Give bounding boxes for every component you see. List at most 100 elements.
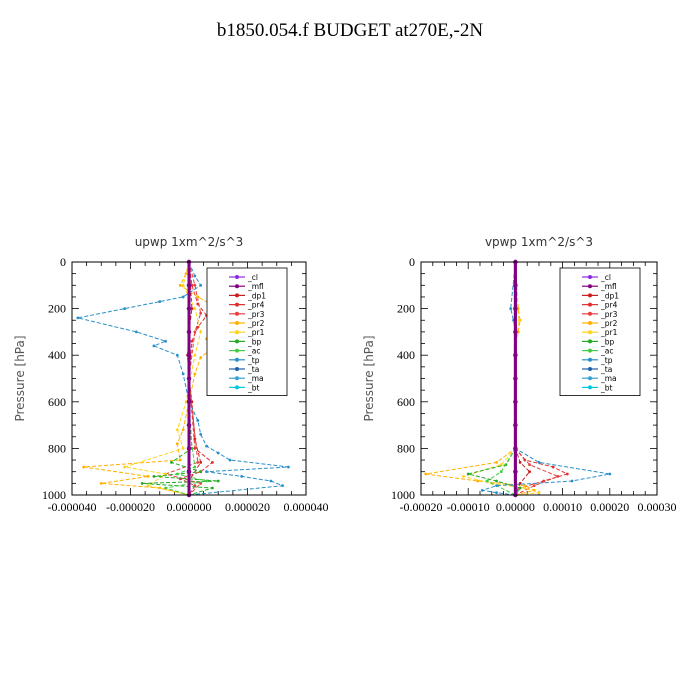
series-point-bp [466, 472, 470, 476]
x-tick-label: 0.00000 [496, 500, 535, 514]
series-point-pr4 [551, 465, 555, 469]
series-point-tp [205, 444, 208, 448]
series-point-pr3 [193, 330, 197, 334]
y-tick-label: 200 [48, 302, 66, 316]
legend-marker [235, 293, 239, 298]
series-point-pr1 [181, 447, 185, 450]
y-axis-label: Pressure [hPa] [13, 335, 27, 421]
series-point-pr3 [532, 484, 536, 488]
series-point-tp [181, 372, 185, 376]
series-point-pr2 [181, 428, 185, 432]
series-group [424, 259, 612, 498]
series-point-dp1 [518, 481, 522, 485]
series-point-mfl [513, 306, 518, 311]
legend-marker [235, 376, 239, 381]
legend-label: _cl [247, 273, 258, 282]
legend-label: _pr4 [600, 301, 618, 310]
y-tick-label: 0 [409, 255, 415, 269]
legend-marker [588, 275, 592, 279]
legend-marker [588, 302, 592, 307]
series-point-tp [287, 465, 290, 469]
legend-label: _mfl [247, 282, 264, 291]
series-point-mfl [186, 306, 192, 311]
legend-marker [235, 357, 239, 362]
series-point-tp [216, 451, 220, 455]
legend-label: _pr4 [247, 301, 265, 310]
page-title: b1850.054.f BUDGET at270E,-2N [216, 20, 484, 41]
y-tick-label: 800 [48, 441, 66, 455]
x-tick-label: -0.000020 [106, 500, 155, 514]
series-line-pr3 [514, 262, 560, 496]
series-point-pr2 [196, 295, 200, 299]
series-point-pr4 [193, 447, 197, 450]
series-point-mfl [186, 376, 192, 381]
legend-marker [235, 311, 239, 316]
series-line-pr4 [514, 262, 569, 496]
series-point-mfl [186, 422, 192, 428]
series-point-pr1 [462, 474, 465, 478]
y-tick-label: 600 [397, 395, 415, 409]
series-point-mfl [513, 329, 518, 335]
legend-marker [235, 284, 239, 289]
y-tick-label: 200 [397, 302, 415, 316]
series-point-mfl [513, 399, 518, 404]
series-point-mfl [513, 469, 518, 474]
series-point-pr1 [184, 400, 188, 404]
series-line-ac [486, 262, 516, 496]
series-line-pr2 [425, 261, 536, 496]
series-point-ac [205, 479, 208, 483]
series-point-pr1 [175, 428, 179, 432]
series-point-dp1 [190, 307, 194, 310]
legend-marker [588, 293, 592, 298]
legend-label: _mfl [600, 282, 617, 291]
legend: _cl_mfl_dp1_pr4_pr3_pr2_pr1_bp_ac_tp_ta_… [206, 267, 288, 396]
series-point-pr2 [178, 458, 182, 462]
chart-panel-vpwp: vpwp 1xm^2/s^3 Pressure [hPa] 0 200 400 600 80… [362, 235, 677, 514]
legend-marker [588, 311, 592, 316]
legend-label: _pr2 [600, 319, 618, 328]
series-point-bp [518, 486, 522, 490]
legend-label: _tp [600, 356, 613, 365]
legend-marker [588, 367, 592, 371]
legend-label: _bt [600, 383, 613, 392]
series-line-pr1 [124, 261, 202, 496]
legend-label: _bp [600, 337, 615, 346]
legend-label: _pr1 [247, 328, 265, 337]
legend-label: _bt [247, 383, 260, 392]
series-point-pr1 [181, 283, 185, 287]
series-point-tp [199, 433, 203, 436]
series-point-mfl [186, 283, 192, 288]
series-point-mfl [186, 399, 192, 404]
legend-marker [235, 348, 239, 353]
legend-marker [235, 302, 239, 307]
series-point-pr3 [199, 481, 203, 485]
series-point-mfl [186, 469, 192, 474]
series-point-tp [570, 479, 574, 483]
series-point-tp [495, 484, 498, 488]
y-tick-label: 600 [48, 395, 66, 409]
series-point-tp [199, 283, 203, 287]
series-point-tp [240, 474, 244, 478]
plot-frame [420, 261, 658, 496]
series-point-pr4 [565, 472, 569, 476]
series-point-mfl [513, 446, 518, 451]
x-tick-label: 0.00030 [638, 500, 677, 514]
series-point-tp [608, 472, 612, 476]
legend-label: _ta [247, 365, 259, 374]
series-point-pr2 [146, 474, 150, 478]
series-point-pr2 [476, 479, 480, 483]
series-line-pr1 [461, 261, 540, 496]
series-point-tp [495, 491, 498, 495]
legend-label: _pr3 [247, 310, 265, 319]
legend-label: _tp [247, 356, 260, 365]
series-point-bp [170, 460, 173, 464]
legend-label: _cl [600, 273, 611, 282]
series-point-pr2 [495, 460, 498, 464]
series-point-tp [175, 353, 179, 357]
legend: _cl_mfl_dp1_pr4_pr3_pr2_pr1_bp_ac_tp_ta_… [559, 267, 641, 396]
x-tick-label: 0.00010 [543, 500, 582, 514]
series-point-tp [152, 344, 156, 348]
legend-marker [235, 385, 239, 390]
series-point-pr3 [556, 474, 560, 478]
series-point-mfl [186, 329, 192, 335]
